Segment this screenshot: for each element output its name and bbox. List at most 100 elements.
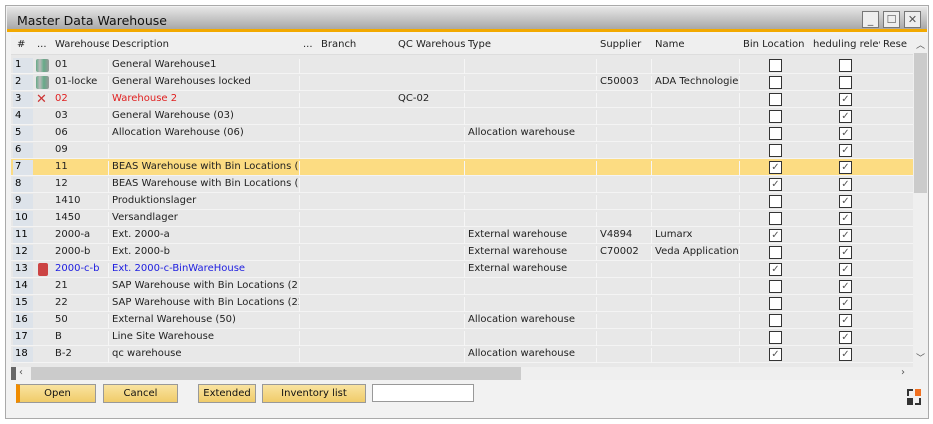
bin-location-checkbox[interactable] [769, 246, 782, 259]
column-header[interactable]: heduling releva [813, 39, 880, 50]
bin-location-checkbox[interactable] [769, 110, 782, 123]
column-header[interactable]: Type [468, 39, 491, 50]
table-row[interactable]: 13 2000-c-b Ext. 2000-c-BinWareHouse Extern… [11, 261, 913, 278]
row-number[interactable]: 16 [13, 313, 33, 328]
column-header[interactable]: Warehouse [55, 39, 109, 50]
column-header[interactable]: Branch [321, 39, 357, 50]
column-header[interactable]: Rese [883, 39, 908, 50]
table-row[interactable]: 12 2000-b Ext. 2000-b External warehouse C70… [11, 244, 913, 261]
bin-location-checkbox[interactable]: ✓ [769, 263, 782, 276]
row-number[interactable]: 9 [13, 194, 33, 209]
table-row[interactable]: 3 ✕ 02 Warehouse 2 QC-02 ✓ [11, 91, 913, 108]
bin-location-checkbox[interactable] [769, 314, 782, 327]
table-row[interactable]: 9 1410 Produktionslager ✓ [11, 193, 913, 210]
inventory-list-button[interactable]: Inventory list [262, 384, 366, 403]
bin-location-checkbox[interactable] [769, 280, 782, 293]
bin-location-checkbox[interactable] [769, 93, 782, 106]
row-number[interactable]: 8 [13, 177, 33, 192]
table-row[interactable]: 14 21 SAP Warehouse with Bin Locations (21… [11, 278, 913, 295]
table-row[interactable]: 8 12 BEAS Warehouse with Bin Locations (12… [11, 176, 913, 193]
scroll-up-icon[interactable]: ︿ [916, 41, 926, 51]
bin-location-checkbox[interactable] [769, 195, 782, 208]
hscroll-thumb[interactable] [31, 367, 521, 380]
scheduling-relevant-checkbox[interactable]: ✓ [839, 263, 852, 276]
row-number[interactable]: 13 [13, 262, 33, 277]
row-number[interactable]: 6 [13, 143, 33, 158]
scheduling-relevant-checkbox[interactable]: ✓ [839, 331, 852, 344]
row-number[interactable]: 10 [13, 211, 33, 226]
column-header[interactable]: QC Warehouse [398, 39, 465, 50]
scheduling-relevant-checkbox[interactable] [839, 76, 852, 89]
scheduling-relevant-checkbox[interactable]: ✓ [839, 246, 852, 259]
resize-grip-icon[interactable] [907, 389, 921, 405]
scheduling-relevant-checkbox[interactable]: ✓ [839, 195, 852, 208]
maximize-button[interactable]: ☐ [883, 11, 900, 28]
table-row[interactable]: 4 03 General Warehouse (03) ✓ [11, 108, 913, 125]
scheduling-relevant-checkbox[interactable]: ✓ [839, 110, 852, 123]
scheduling-relevant-checkbox[interactable]: ✓ [839, 93, 852, 106]
table-row[interactable]: 7 11 BEAS Warehouse with Bin Locations (11… [11, 159, 913, 176]
column-header[interactable]: Description [112, 39, 169, 50]
vertical-scrollbar[interactable]: ︿ ﹀ [913, 35, 928, 367]
row-number[interactable]: 14 [13, 279, 33, 294]
bin-location-checkbox[interactable] [769, 76, 782, 89]
cancel-button[interactable]: Cancel [103, 384, 178, 403]
scheduling-relevant-checkbox[interactable]: ✓ [839, 314, 852, 327]
table-row[interactable]: 10 1450 Versandlager ✓ [11, 210, 913, 227]
bin-location-checkbox[interactable] [769, 59, 782, 72]
scheduling-relevant-checkbox[interactable]: ✓ [839, 127, 852, 140]
bin-location-checkbox[interactable] [769, 212, 782, 225]
table-row[interactable]: 16 50 External Warehouse (50) Allocation wa… [11, 312, 913, 329]
bin-location-checkbox[interactable] [769, 297, 782, 310]
row-number[interactable]: 5 [13, 126, 33, 141]
bin-location-checkbox[interactable] [769, 331, 782, 344]
scroll-right-icon[interactable]: › [901, 367, 905, 378]
table-row[interactable]: 1 01 General Warehouse1 [11, 57, 913, 74]
column-header[interactable]: ... [303, 39, 313, 50]
scheduling-relevant-checkbox[interactable]: ✓ [839, 280, 852, 293]
close-button[interactable]: ✕ [904, 11, 921, 28]
row-number[interactable]: 12 [13, 245, 33, 260]
bin-location-checkbox[interactable]: ✓ [769, 161, 782, 174]
table-row[interactable]: 5 06 Allocation Warehouse (06) Allocation w… [11, 125, 913, 142]
row-number[interactable]: 4 [13, 109, 33, 124]
scroll-left-icon[interactable]: ‹ [19, 367, 23, 378]
table-row[interactable]: 6 09 ✓ [11, 142, 913, 159]
scheduling-relevant-checkbox[interactable]: ✓ [839, 178, 852, 191]
row-number[interactable]: 17 [13, 330, 33, 345]
bin-location-checkbox[interactable]: ✓ [769, 229, 782, 242]
scheduling-relevant-checkbox[interactable]: ✓ [839, 144, 852, 157]
column-header[interactable]: # [17, 39, 26, 50]
scroll-down-icon[interactable]: ﹀ [916, 354, 926, 364]
row-number[interactable]: 7 [13, 160, 33, 175]
scheduling-relevant-checkbox[interactable] [839, 59, 852, 72]
horizontal-scrollbar[interactable]: ‹ › [11, 367, 928, 380]
bin-location-checkbox[interactable]: ✓ [769, 178, 782, 191]
table-row[interactable]: 18 B-2 qc warehouse Allocation warehouse ✓ ✓ [11, 346, 913, 363]
bin-location-checkbox[interactable]: ✓ [769, 348, 782, 361]
column-header[interactable]: Bin Location [743, 39, 805, 50]
table-row[interactable]: 17 B Line Site Warehouse ✓ [11, 329, 913, 346]
column-header[interactable]: Supplier [600, 39, 642, 50]
row-number[interactable]: 3 [13, 92, 33, 107]
extended-button[interactable]: Extended [198, 384, 256, 403]
column-header[interactable]: Name [655, 39, 685, 50]
scheduling-relevant-checkbox[interactable]: ✓ [839, 348, 852, 361]
row-number[interactable]: 18 [13, 347, 33, 362]
scrollbar-thumb[interactable] [914, 53, 927, 193]
table-row[interactable]: 15 22 SAP Warehouse with Bin Locations (22… [11, 295, 913, 312]
scheduling-relevant-checkbox[interactable]: ✓ [839, 212, 852, 225]
scheduling-relevant-checkbox[interactable]: ✓ [839, 229, 852, 242]
table-row[interactable]: 11 2000-a Ext. 2000-a External warehouse V48… [11, 227, 913, 244]
column-header[interactable]: ... [37, 39, 47, 50]
scheduling-relevant-checkbox[interactable]: ✓ [839, 297, 852, 310]
row-number[interactable]: 1 [13, 58, 33, 73]
open-button[interactable]: Open [16, 384, 96, 403]
row-number[interactable]: 2 [13, 75, 33, 90]
bin-location-checkbox[interactable] [769, 144, 782, 157]
minimize-button[interactable]: _ [862, 11, 879, 28]
search-input[interactable] [372, 384, 474, 402]
bin-location-checkbox[interactable] [769, 127, 782, 140]
row-number[interactable]: 11 [13, 228, 33, 243]
row-number[interactable]: 15 [13, 296, 33, 311]
